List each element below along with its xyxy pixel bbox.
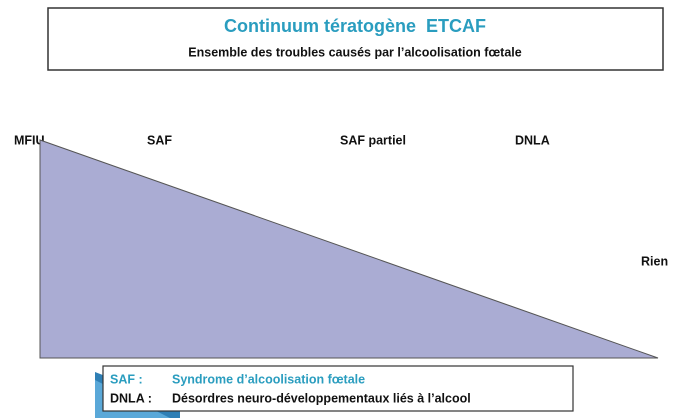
scale-label: DNLA	[515, 133, 550, 147]
legend-abbr: DNLA :	[110, 391, 152, 405]
subtitle: Ensemble des troubles causés par l’alcoo…	[188, 45, 521, 59]
legend-text: Syndrome d’alcoolisation fœtale	[172, 372, 365, 386]
legend-box	[102, 365, 574, 412]
scale-label: MFIU	[14, 133, 45, 147]
scale-label: SAF	[147, 133, 172, 147]
title: Continuum tératogène ETCAF	[224, 16, 486, 36]
legend-text: Désordres neuro-développementaux liés à …	[172, 391, 471, 405]
continuum-triangle	[39, 139, 659, 359]
scale-end-label: Rien	[641, 254, 668, 268]
scale-label: SAF partiel	[340, 133, 406, 147]
title-box	[47, 7, 664, 71]
legend-abbr: SAF :	[110, 372, 143, 386]
